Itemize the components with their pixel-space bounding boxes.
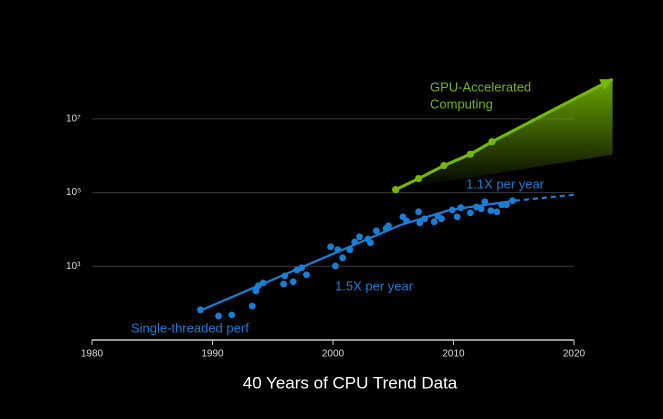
data-point [289, 278, 297, 286]
data-point [392, 186, 400, 194]
data-point [280, 280, 287, 288]
trend-line [200, 199, 516, 312]
gpu-label: Computing [430, 96, 493, 111]
data-point [487, 207, 495, 215]
x-tick-label: 2020 [563, 349, 586, 360]
y-tick-label: 10³ [66, 261, 81, 272]
data-point [327, 243, 334, 251]
arrow-head [599, 79, 613, 90]
data-point [366, 239, 374, 247]
data-point [252, 287, 260, 295]
data-point [481, 198, 489, 206]
data-point [414, 174, 423, 183]
x-tick-label: 1980 [81, 349, 104, 360]
data-point [453, 213, 461, 221]
gpu-label: GPU-Accelerated [430, 79, 531, 94]
data-point [385, 222, 392, 230]
series-label: Single-threaded perf [131, 320, 249, 335]
data-point [488, 138, 496, 146]
data-point [228, 311, 236, 319]
data-point [466, 209, 474, 217]
growth-label: 1.1X per year [466, 176, 545, 191]
data-point [438, 215, 445, 223]
x-tick-label: 2000 [322, 349, 345, 360]
data-point [372, 227, 380, 235]
x-tick-label: 1990 [201, 349, 224, 360]
data-point [477, 205, 485, 213]
data-point [303, 271, 310, 279]
trend-line [514, 193, 575, 202]
data-point [356, 233, 363, 241]
data-point [248, 302, 256, 310]
chart-title: 40 Years of CPU Trend Data [243, 373, 458, 392]
y-tick-label: 10⁷ [66, 113, 81, 124]
data-point [466, 150, 474, 158]
area-fill [395, 79, 613, 190]
data-point [493, 208, 501, 216]
data-point [215, 312, 222, 320]
trend-line-gpu [395, 77, 614, 192]
data-point [332, 262, 339, 270]
data-point [415, 208, 422, 216]
data-point [339, 254, 347, 262]
x-tick-label: 2010 [442, 349, 465, 360]
y-tick-label: 10⁵ [66, 187, 81, 198]
data-point [430, 218, 438, 226]
data-point [440, 161, 448, 170]
growth-label: 1.5X per year [335, 278, 414, 293]
data-point [416, 219, 424, 227]
